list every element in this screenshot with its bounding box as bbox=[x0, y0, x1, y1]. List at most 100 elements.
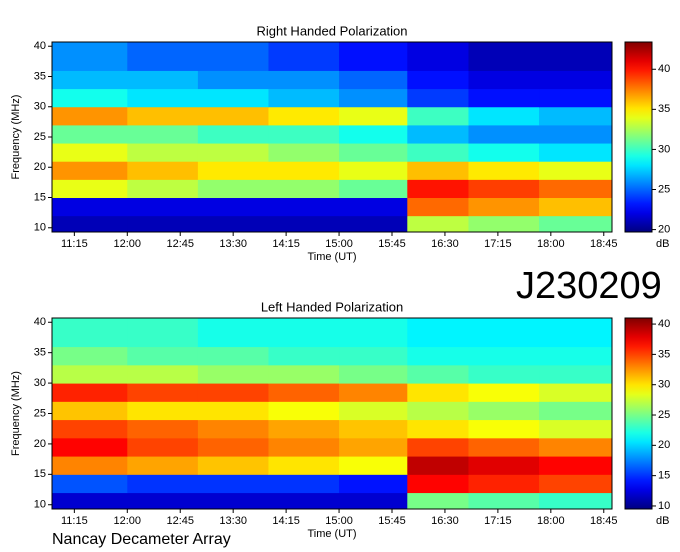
x-tick-label: 15:45 bbox=[378, 515, 406, 527]
y-tick-label: 30 bbox=[34, 377, 46, 389]
heatmap-cell bbox=[339, 346, 408, 366]
heatmap-cell bbox=[268, 179, 340, 199]
heatmap-cell bbox=[339, 42, 408, 71]
heatmap-cell bbox=[268, 383, 340, 402]
heatmap-cell bbox=[197, 88, 269, 108]
heatmap-cell bbox=[468, 215, 540, 233]
colorbar-tick-label: 35 bbox=[658, 103, 670, 115]
heatmap-cell bbox=[197, 161, 269, 180]
x-tick-label: 17:15 bbox=[484, 238, 512, 250]
heatmap-cell bbox=[268, 124, 340, 144]
heatmap-cell bbox=[468, 419, 540, 439]
y-tick-label: 35 bbox=[34, 70, 46, 82]
x-axis-label: Time (UT) bbox=[307, 528, 356, 540]
heatmap-cell bbox=[539, 143, 613, 162]
heatmap-cell bbox=[339, 383, 408, 402]
heatmap-cell bbox=[339, 456, 408, 475]
heatmap-cell bbox=[52, 474, 128, 494]
y-tick-label: 10 bbox=[34, 499, 46, 511]
heatmap-cell bbox=[468, 474, 540, 494]
heatmap-cell bbox=[52, 215, 128, 233]
heatmap-cell bbox=[468, 161, 540, 180]
y-tick-label: 10 bbox=[34, 222, 46, 234]
heatmap-cell bbox=[539, 197, 613, 217]
x-tick-label: 14:15 bbox=[272, 238, 300, 250]
heatmap-cell bbox=[127, 383, 199, 402]
heatmap-cell bbox=[127, 419, 199, 439]
heatmap-cell bbox=[268, 437, 340, 457]
x-tick-label: 12:00 bbox=[114, 515, 142, 527]
heatmap-cell bbox=[127, 318, 199, 348]
heatmap-cell bbox=[407, 456, 469, 475]
heatmap-cell bbox=[407, 383, 469, 402]
x-tick-label: 15:00 bbox=[325, 515, 353, 527]
heatmap-cell bbox=[52, 318, 128, 348]
heatmap-cell bbox=[197, 215, 269, 233]
heatmap-cell bbox=[407, 437, 469, 457]
y-tick-label: 40 bbox=[34, 316, 46, 328]
heatmap-cell bbox=[539, 492, 613, 510]
heatmap-cell bbox=[52, 42, 128, 71]
x-tick-label: 18:00 bbox=[537, 515, 565, 527]
colorbar-tick-label: 30 bbox=[658, 379, 670, 391]
heatmap-cell bbox=[268, 346, 340, 366]
x-tick-label: 17:15 bbox=[484, 515, 512, 527]
heatmap-cell bbox=[339, 197, 408, 217]
heatmap-cell bbox=[197, 437, 269, 457]
y-tick-label: 20 bbox=[34, 438, 46, 450]
heatmap-cell bbox=[539, 42, 613, 71]
heatmap-cell bbox=[127, 70, 199, 90]
x-tick-label: 12:00 bbox=[114, 238, 142, 250]
heatmap-cell bbox=[268, 106, 340, 126]
y-tick-label: 25 bbox=[34, 131, 46, 143]
heatmap-cell bbox=[468, 346, 540, 366]
x-tick-label: 18:45 bbox=[590, 238, 618, 250]
heatmap-cell bbox=[407, 474, 469, 494]
heatmap-cell bbox=[52, 383, 128, 402]
heatmap-cell bbox=[339, 318, 408, 348]
heatmap-cell bbox=[539, 437, 613, 457]
heatmap-cell bbox=[468, 179, 540, 199]
x-tick-label: 18:45 bbox=[590, 515, 618, 527]
colorbar-label: dB bbox=[656, 238, 669, 250]
heatmap-cell bbox=[407, 346, 469, 366]
heatmap-cell bbox=[268, 419, 340, 439]
x-axis-label: Time (UT) bbox=[307, 251, 356, 263]
heatmap-cell bbox=[539, 401, 613, 421]
heatmap-cell bbox=[268, 42, 340, 71]
colorbar-label: dB bbox=[656, 515, 669, 527]
heatmap-cell bbox=[52, 364, 128, 384]
y-axis-label: Frequency (MHz) bbox=[10, 371, 22, 456]
heatmap-cell bbox=[468, 401, 540, 421]
heatmap-cell bbox=[197, 143, 269, 162]
colorbar-tick-label: 40 bbox=[658, 63, 670, 75]
heatmap-cell bbox=[539, 161, 613, 180]
heatmap-cell bbox=[339, 106, 408, 126]
x-tick-label: 16:30 bbox=[431, 238, 459, 250]
heatmap-cell bbox=[407, 215, 469, 233]
heatmap-cell bbox=[197, 318, 269, 348]
colorbar-tick-label: 20 bbox=[658, 224, 670, 236]
y-tick-label: 35 bbox=[34, 347, 46, 359]
heatmap-cell bbox=[539, 364, 613, 384]
heatmap-cell bbox=[407, 179, 469, 199]
y-axis-label: Frequency (MHz) bbox=[10, 95, 22, 180]
heatmap-cell bbox=[127, 456, 199, 475]
heatmap-cell bbox=[268, 318, 340, 348]
x-tick-label: 13:30 bbox=[219, 515, 247, 527]
colorbar bbox=[624, 41, 653, 233]
heatmap-cell bbox=[197, 419, 269, 439]
heatmap-cell bbox=[52, 492, 128, 510]
heatmap-cell bbox=[407, 197, 469, 217]
heatmap-cell bbox=[468, 106, 540, 126]
heatmap-cell bbox=[539, 346, 613, 366]
heatmap-cell bbox=[197, 474, 269, 494]
heatmap-cell bbox=[197, 492, 269, 510]
heatmap-cell bbox=[468, 437, 540, 457]
heatmap-cell bbox=[339, 419, 408, 439]
heatmap-cell bbox=[197, 346, 269, 366]
heatmap-cell bbox=[268, 215, 340, 233]
heatmap-cell bbox=[339, 401, 408, 421]
heatmap-cell bbox=[197, 179, 269, 199]
